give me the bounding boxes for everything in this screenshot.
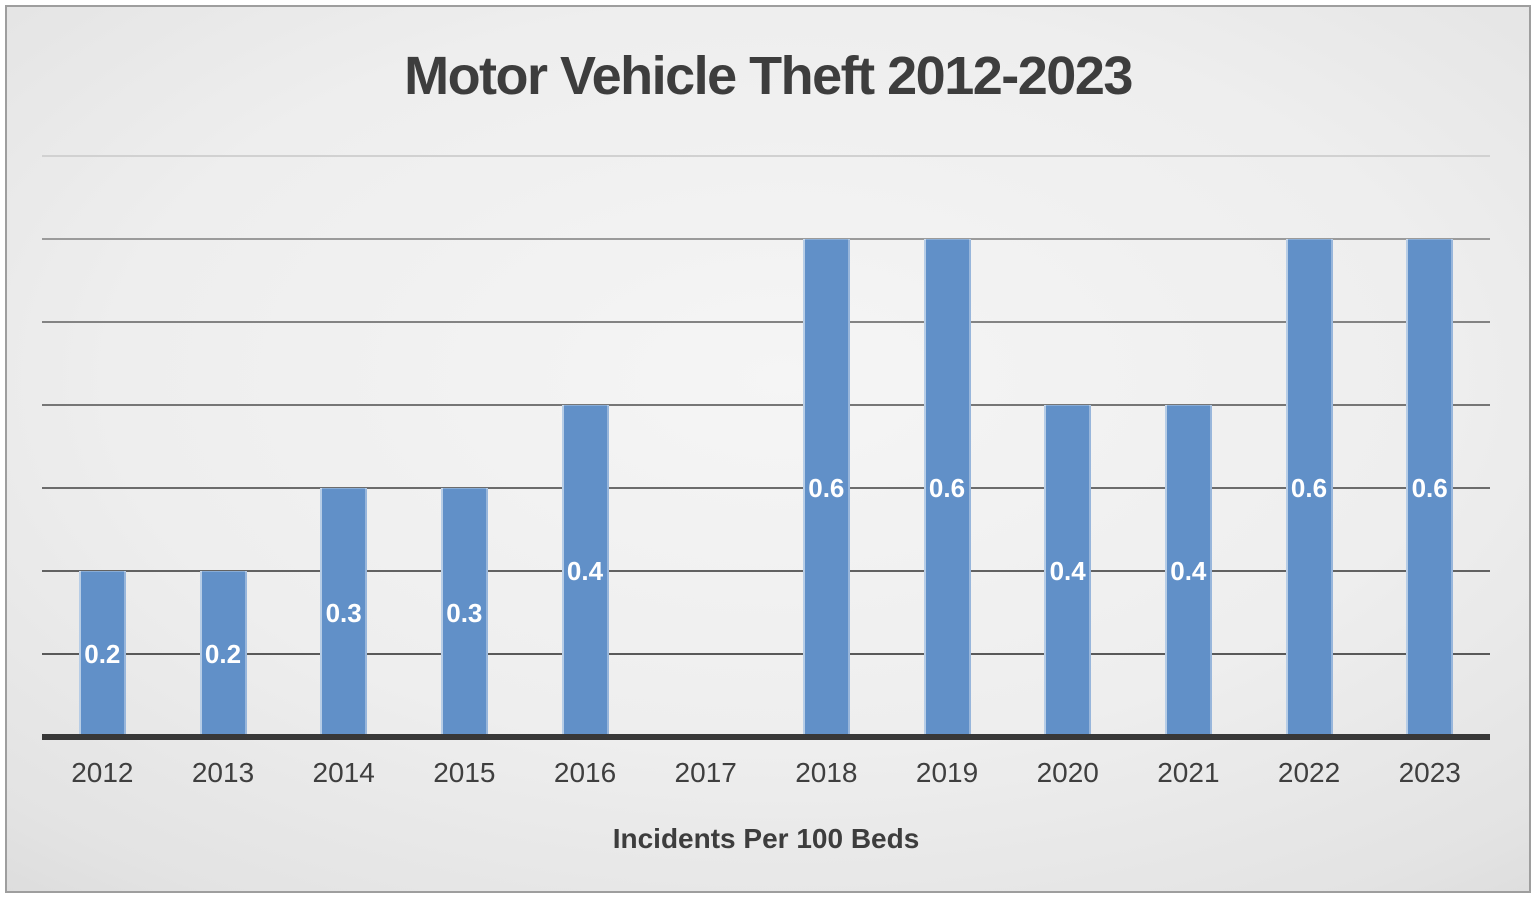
x-axis-label-2014: 2014 <box>312 757 375 788</box>
chart-title: Motor Vehicle Theft 2012-2023 <box>404 46 1133 106</box>
bar-2021: 0.4 <box>1164 405 1212 737</box>
bar-data-label: 0.2 <box>204 639 242 669</box>
gridline-0.7 <box>42 155 1490 157</box>
bar-2023: 0.6 <box>1406 239 1454 737</box>
bar-data-label: 0.4 <box>566 556 604 586</box>
x-axis-label-2015: 2015 <box>433 757 496 788</box>
x-axis-label-2023: 2023 <box>1398 757 1461 788</box>
bar-2019: 0.6 <box>923 239 971 737</box>
bar-2020: 0.4 <box>1044 405 1092 737</box>
plot-area: 0.2 0.2 0.3 0.3 0.4 0.6 0.6 0.4 0.4 0.6 0.6 <box>42 7 1490 740</box>
x-axis-title: Incidents Per 100 Beds <box>612 823 920 854</box>
x-axis-label-2018: 2018 <box>795 757 858 788</box>
x-axis-label-2020: 2020 <box>1036 757 1099 788</box>
bar-2012: 0.2 <box>78 571 126 737</box>
chart-frame: Motor Vehicle Theft 2012-2023 0.2 0.2 0.3 0… <box>5 5 1531 893</box>
bar-data-label: 0.4 <box>1049 556 1086 586</box>
x-axis-label-2021: 2021 <box>1157 757 1220 788</box>
x-axis-line <box>42 734 1490 740</box>
gridline-0.1 <box>42 653 1490 655</box>
bar-data-label: 0.4 <box>1170 556 1207 586</box>
bar-data-label: 0.6 <box>1411 473 1448 503</box>
bar-2014: 0.3 <box>320 488 368 737</box>
bar-data-label: 0.3 <box>446 597 483 628</box>
x-axis-label-2012: 2012 <box>71 757 134 788</box>
x-axis-label-2019: 2019 <box>915 757 979 788</box>
gridline-0.5 <box>42 321 1490 323</box>
bar-2013: 0.2 <box>199 571 247 737</box>
bar-2018: 0.6 <box>802 239 850 737</box>
bar-2022: 0.6 <box>1285 239 1333 737</box>
bar-2015: 0.3 <box>440 488 488 737</box>
bar-2016: 0.4 <box>561 405 609 737</box>
gridline-0.3 <box>42 487 1490 489</box>
x-axis-label-2022: 2022 <box>1277 757 1341 788</box>
bar-data-label: 0.3 <box>325 597 362 628</box>
gridline-0.4 <box>42 404 1490 406</box>
bar-data-label: 0.6 <box>1290 473 1328 503</box>
gridline-0.2 <box>42 570 1490 572</box>
gridline-0.6 <box>42 238 1490 240</box>
bar-data-label: 0.2 <box>84 639 121 669</box>
x-axis-labels: 2012 2013 2014 2015 2016 2017 2018 2019 2020 2021… <box>42 755 1490 791</box>
bar-data-label: 0.6 <box>808 473 845 503</box>
x-axis-label-2017: 2017 <box>674 757 737 788</box>
x-axis-label-2013: 2013 <box>191 757 255 788</box>
x-axis-label-2016: 2016 <box>553 757 617 788</box>
bar-data-label: 0.6 <box>928 473 966 503</box>
